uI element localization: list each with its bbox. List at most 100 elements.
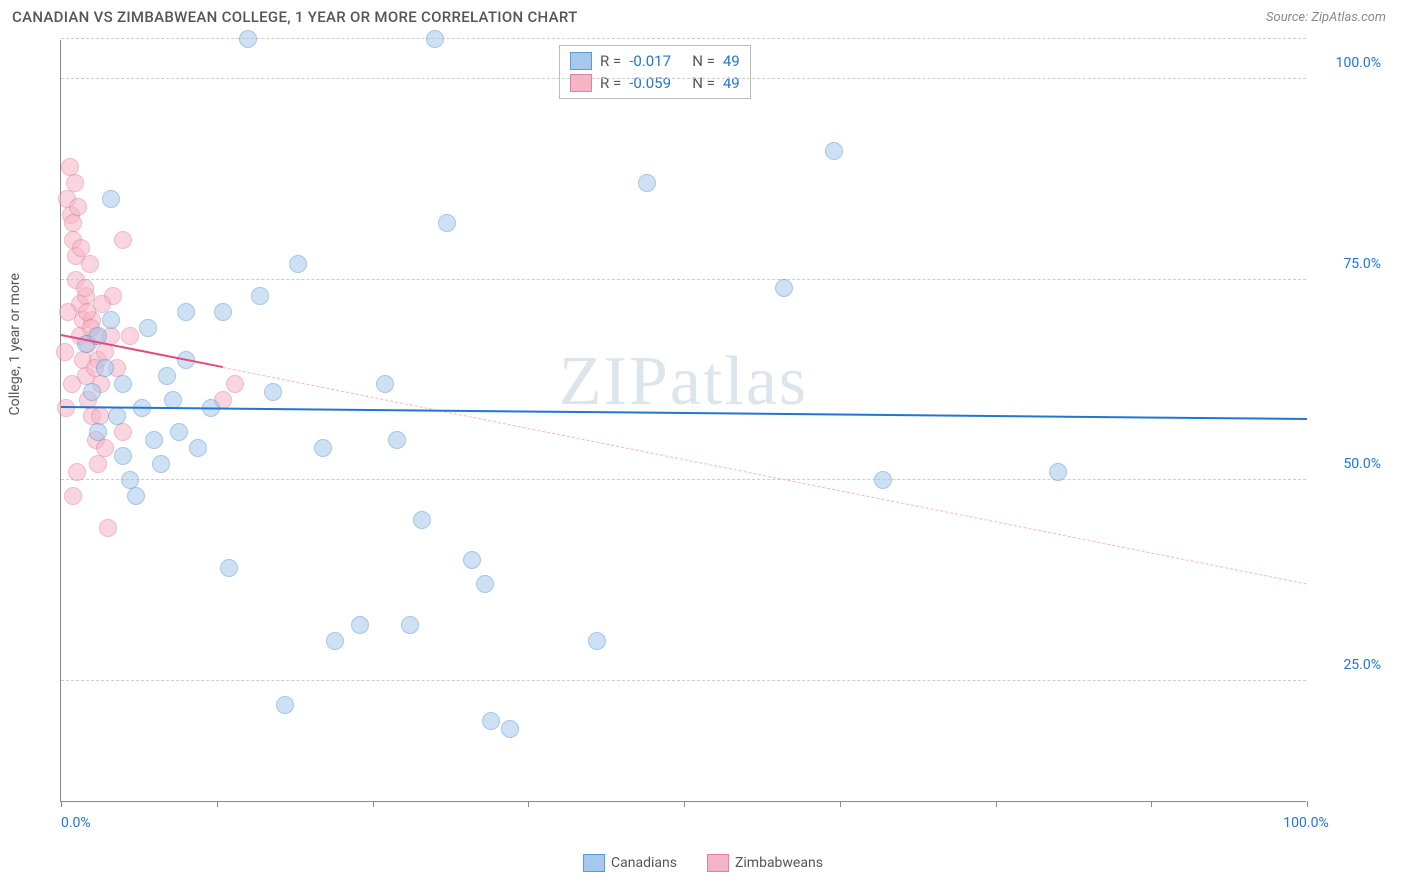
data-point-canadians (874, 471, 892, 489)
data-point-zimbabweans (81, 255, 99, 273)
data-point-canadians (102, 190, 120, 208)
y-tick-label: 25.0% (1311, 657, 1381, 673)
data-point-canadians (89, 423, 107, 441)
data-point-canadians (189, 439, 207, 457)
data-point-canadians (326, 632, 344, 650)
x-tick (996, 801, 997, 807)
chart-title: CANADIAN VS ZIMBABWEAN COLLEGE, 1 YEAR O… (12, 8, 578, 26)
stats-row: R = -0.059 N = 49 (570, 72, 740, 94)
data-point-canadians (638, 174, 656, 192)
data-point-canadians (139, 319, 157, 337)
stat-r-value: -0.017 (629, 52, 684, 70)
data-point-zimbabweans (96, 439, 114, 457)
x-tick (217, 801, 218, 807)
x-tick (61, 801, 62, 807)
legend-label: Zimbabweans (735, 855, 823, 871)
data-point-canadians (102, 311, 120, 329)
data-point-canadians (476, 575, 494, 593)
data-point-canadians (351, 616, 369, 634)
data-point-zimbabweans (64, 214, 82, 232)
chart-source: Source: ZipAtlas.com (1266, 10, 1386, 25)
data-point-zimbabweans (59, 303, 77, 321)
data-point-canadians (170, 423, 188, 441)
legend-item: Canadians (583, 854, 677, 872)
x-tick (684, 801, 685, 807)
data-point-canadians (108, 407, 126, 425)
data-point-canadians (438, 214, 456, 232)
data-point-canadians (289, 255, 307, 273)
plot-area: ZIPatlas R =-0.017N =49R =-0.059N =49 25… (60, 40, 1306, 802)
stat-n-label: N = (692, 74, 715, 92)
x-tick (373, 801, 374, 807)
gridline (61, 279, 1306, 280)
data-point-canadians (463, 551, 481, 569)
stat-n-label: N = (692, 52, 715, 70)
stat-r-value: -0.059 (629, 74, 684, 92)
data-point-zimbabweans (64, 487, 82, 505)
data-point-zimbabweans (114, 423, 132, 441)
stat-n-value: 49 (723, 74, 740, 92)
gridline (61, 78, 1306, 79)
data-point-zimbabweans (66, 174, 84, 192)
data-point-canadians (388, 431, 406, 449)
legend-item: Zimbabweans (707, 854, 823, 872)
data-point-zimbabweans (121, 327, 139, 345)
data-point-canadians (239, 30, 257, 48)
stat-n-value: 49 (723, 52, 740, 70)
x-label-min: 0.0% (61, 815, 91, 831)
y-axis-title: College, 1 year or more (7, 273, 23, 415)
data-point-canadians (775, 279, 793, 297)
data-point-canadians (588, 632, 606, 650)
x-tick (528, 801, 529, 807)
y-tick-label: 50.0% (1311, 456, 1381, 472)
data-point-canadians (214, 303, 232, 321)
stat-r-label: R = (600, 74, 621, 92)
x-tick (840, 801, 841, 807)
data-point-canadians (127, 487, 145, 505)
data-point-zimbabweans (78, 303, 96, 321)
stats-box: R = -0.017 N = 49 R = -0.059 N = 49 (559, 45, 751, 99)
data-point-canadians (401, 616, 419, 634)
data-point-canadians (96, 359, 114, 377)
chart-header: CANADIAN VS ZIMBABWEAN COLLEGE, 1 YEAR O… (0, 0, 1406, 30)
data-point-zimbabweans (56, 343, 74, 361)
data-point-canadians (314, 439, 332, 457)
data-point-canadians (251, 287, 269, 305)
y-tick-label: 100.0% (1311, 55, 1381, 71)
data-point-canadians (220, 559, 238, 577)
data-point-zimbabweans (89, 455, 107, 473)
data-point-canadians (264, 383, 282, 401)
data-point-canadians (825, 142, 843, 160)
data-point-zimbabweans (72, 239, 90, 257)
data-point-zimbabweans (68, 463, 86, 481)
data-point-canadians (426, 30, 444, 48)
legend-swatch (707, 854, 729, 872)
data-point-canadians (83, 383, 101, 401)
data-point-zimbabweans (63, 375, 81, 393)
x-label-max: 100.0% (1283, 815, 1328, 831)
data-point-canadians (114, 447, 132, 465)
stats-row: R = -0.017 N = 49 (570, 50, 740, 72)
chart-container: College, 1 year or more ZIPatlas R =-0.0… (40, 40, 1386, 832)
legend-swatch (583, 854, 605, 872)
stats-swatch (570, 52, 592, 70)
data-point-canadians (158, 367, 176, 385)
gridline (61, 479, 1306, 480)
data-point-zimbabweans (69, 198, 87, 216)
data-point-zimbabweans (76, 279, 94, 297)
y-tick-label: 75.0% (1311, 256, 1381, 272)
data-point-canadians (152, 455, 170, 473)
data-point-canadians (276, 696, 294, 714)
data-point-canadians (1049, 463, 1067, 481)
data-point-canadians (482, 712, 500, 730)
trendline-canadians (61, 406, 1307, 420)
bottom-legend: Canadians Zimbabweans (583, 854, 823, 872)
data-point-canadians (413, 511, 431, 529)
data-point-canadians (177, 303, 195, 321)
data-point-canadians (145, 431, 163, 449)
trendline-zimbabweans-ext (223, 367, 1307, 585)
x-tick (1151, 801, 1152, 807)
stat-r-label: R = (600, 52, 621, 70)
data-point-canadians (114, 375, 132, 393)
data-point-zimbabweans (114, 231, 132, 249)
